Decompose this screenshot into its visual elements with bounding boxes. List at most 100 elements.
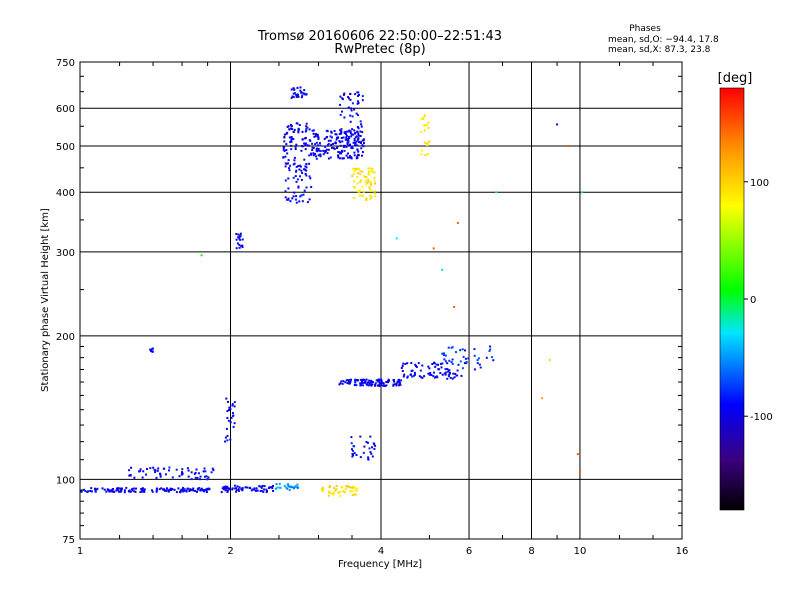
data-point: [290, 125, 293, 128]
data-point: [301, 145, 304, 147]
data-point: [394, 383, 397, 386]
data-point: [350, 135, 353, 138]
data-point: [334, 489, 337, 492]
data-point: [168, 469, 170, 472]
data-point: [290, 144, 293, 147]
data-point: [131, 489, 134, 492]
data-point: [350, 378, 352, 381]
data-point: [362, 175, 365, 178]
data-point: [441, 268, 444, 271]
data-point: [435, 376, 437, 379]
data-point: [350, 133, 353, 136]
data-point: [371, 383, 374, 386]
data-point: [361, 139, 364, 142]
data-point: [318, 142, 321, 145]
data-point: [319, 155, 322, 158]
data-point: [168, 466, 171, 469]
data-point: [107, 489, 110, 492]
data-point: [155, 488, 158, 491]
data-point: [346, 130, 349, 133]
data-point: [167, 490, 170, 492]
data-point: [233, 422, 236, 425]
data-point: [352, 173, 355, 175]
data-point: [351, 453, 354, 455]
data-point: [370, 379, 373, 382]
data-point: [359, 130, 362, 133]
data-point: [360, 383, 362, 386]
data-point: [400, 367, 403, 369]
data-point: [231, 403, 234, 406]
data-point: [337, 491, 340, 494]
data-point: [308, 162, 311, 165]
data-point: [130, 466, 133, 469]
data-point: [410, 370, 413, 372]
data-point: [304, 142, 307, 145]
data-point: [360, 379, 363, 382]
data-point: [295, 95, 298, 98]
data-point: [411, 375, 414, 378]
data-point: [327, 139, 330, 142]
data-point: [143, 488, 146, 491]
data-point: [295, 143, 298, 146]
data-point: [232, 425, 235, 428]
data-point: [335, 138, 338, 141]
data-point: [80, 490, 83, 493]
data-point: [305, 163, 308, 165]
data-point: [421, 364, 424, 367]
data-point: [151, 347, 154, 350]
data-point: [380, 384, 383, 387]
data-point: [414, 363, 417, 366]
data-point: [199, 489, 202, 492]
data-point: [464, 349, 466, 352]
data-point: [314, 135, 317, 138]
data-point: [319, 153, 322, 156]
x-tick-label: 2: [227, 546, 233, 557]
data-point: [192, 489, 195, 492]
data-point: [423, 129, 426, 132]
data-point: [353, 108, 356, 111]
data-point: [241, 246, 244, 249]
data-point: [356, 126, 359, 128]
data-point: [374, 382, 377, 385]
data-point: [241, 487, 244, 489]
data-point: [378, 383, 381, 386]
data-point: [334, 133, 337, 136]
data-point: [346, 485, 349, 488]
data-point: [232, 412, 234, 414]
data-point: [290, 140, 293, 143]
data-point: [237, 236, 240, 239]
data-point: [340, 130, 343, 133]
data-point: [360, 125, 363, 128]
data-point: [361, 99, 364, 102]
data-point: [151, 350, 154, 353]
data-point: [478, 363, 481, 366]
data-point: [355, 489, 358, 492]
data-point: [290, 137, 293, 140]
data-point: [145, 473, 147, 476]
data-point: [301, 94, 304, 97]
x-tick-label: 4: [378, 546, 384, 557]
data-point: [361, 95, 364, 98]
data-point: [456, 369, 459, 372]
data-point: [120, 489, 123, 492]
data-point: [361, 154, 363, 157]
data-point: [276, 486, 279, 489]
data-point: [344, 144, 347, 147]
data-point: [362, 381, 364, 384]
data-point: [357, 100, 359, 103]
data-point: [342, 136, 345, 139]
data-point: [316, 135, 319, 138]
data-point: [322, 488, 325, 491]
data-point: [142, 489, 144, 492]
data-point: [317, 154, 320, 157]
data-point: [292, 138, 295, 140]
data-point: [303, 189, 306, 192]
data-point: [183, 488, 186, 491]
data-point: [358, 194, 361, 197]
data-point: [353, 493, 356, 496]
data-point: [351, 448, 353, 451]
data-point: [374, 182, 376, 185]
data-point: [353, 196, 355, 199]
data-point: [359, 120, 362, 123]
data-point: [95, 488, 98, 491]
